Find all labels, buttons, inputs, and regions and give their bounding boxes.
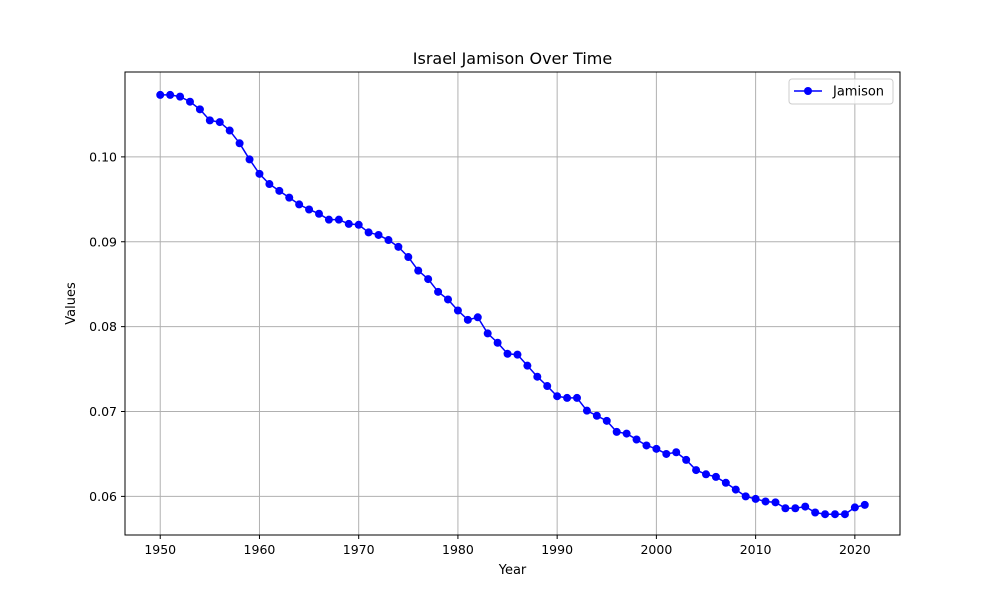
data-point (245, 155, 254, 164)
legend-label: Jamison (832, 85, 884, 100)
data-point (156, 90, 165, 99)
data-point (324, 215, 333, 224)
data-point (592, 411, 601, 420)
data-point (394, 242, 403, 251)
data-point (463, 315, 472, 324)
data-point (721, 478, 730, 487)
data-point (553, 392, 562, 401)
data-point (860, 500, 869, 509)
data-point (384, 236, 393, 245)
x-tick-label: 2020 (839, 542, 871, 557)
data-point (503, 349, 512, 358)
data-point (186, 97, 194, 106)
data-point (622, 429, 631, 438)
data-point (424, 275, 433, 284)
data-point (453, 306, 462, 315)
x-axis-ticks: 1950 1960 1970 1980 1990 2000 2010 2020 (144, 535, 871, 557)
data-point (275, 186, 284, 195)
x-axis-label: Year (498, 563, 527, 578)
data-point (533, 372, 542, 381)
data-point (305, 205, 314, 214)
x-tick-label: 1970 (343, 542, 375, 557)
data-point (225, 126, 234, 135)
data-point (741, 492, 750, 501)
data-point (632, 435, 641, 444)
data-point (295, 200, 304, 209)
data-point (781, 504, 790, 513)
data-point (215, 118, 224, 127)
data-point (176, 92, 185, 101)
data-point (821, 510, 830, 519)
data-point (602, 416, 611, 425)
data-point (414, 266, 423, 275)
data-point (315, 209, 323, 218)
data-point (801, 502, 810, 511)
data-point (493, 338, 502, 347)
legend-box (788, 78, 894, 105)
data-point (473, 313, 482, 322)
data-point (195, 105, 204, 114)
data-point (731, 485, 740, 494)
legend-marker (804, 87, 812, 95)
data-point (582, 406, 591, 415)
data-point (334, 215, 343, 224)
x-tick-label: 1990 (541, 542, 573, 557)
data-point (702, 470, 710, 479)
y-axis-ticks: 0.06 0.07 0.08 0.09 0.10 (89, 149, 125, 504)
data-point (404, 253, 413, 262)
grid (125, 72, 900, 535)
data-point (205, 116, 214, 125)
data-point (662, 449, 671, 458)
data-point (840, 510, 849, 519)
data-point (692, 466, 701, 475)
data-point (543, 382, 552, 391)
x-tick-label: 1960 (244, 542, 276, 557)
data-point (374, 230, 383, 239)
y-tick-label: 0.06 (89, 489, 117, 504)
data-point (612, 427, 621, 436)
data-point (354, 220, 363, 229)
data-point (444, 295, 452, 304)
data-point (682, 455, 691, 464)
data-point (761, 497, 770, 506)
data-point (364, 228, 373, 237)
y-tick-label: 0.07 (89, 404, 117, 419)
y-tick-label: 0.10 (89, 149, 117, 164)
data-point (652, 444, 661, 453)
y-axis-label: Values (64, 282, 79, 325)
data-point (573, 393, 581, 402)
y-tick-label: 0.08 (89, 319, 117, 334)
data-point (642, 441, 651, 450)
data-point (523, 361, 532, 370)
data-point (255, 169, 264, 178)
data-point (850, 503, 859, 512)
data-point (711, 472, 720, 481)
data-point (166, 90, 175, 99)
data-point (672, 448, 681, 457)
x-tick-label: 1950 (144, 542, 176, 557)
data-point (235, 139, 244, 148)
x-tick-label: 2000 (640, 542, 672, 557)
data-point (791, 504, 800, 513)
chart-title: Israel Jamison Over Time (413, 49, 612, 68)
data-point (285, 193, 294, 202)
data-point (265, 180, 274, 189)
data-point (563, 393, 572, 402)
y-tick-label: 0.09 (89, 234, 117, 249)
x-tick-label: 1980 (442, 542, 474, 557)
data-point (434, 287, 443, 296)
data-point (483, 329, 492, 338)
data-point (831, 510, 839, 519)
data-point (811, 508, 820, 517)
legend: Jamison (788, 78, 894, 105)
data-point (771, 498, 780, 507)
x-tick-label: 2010 (740, 542, 772, 557)
data-point (751, 494, 760, 503)
data-point (513, 350, 522, 359)
plot-frame (124, 71, 901, 536)
data-point (344, 219, 353, 228)
series-layer (156, 90, 869, 519)
